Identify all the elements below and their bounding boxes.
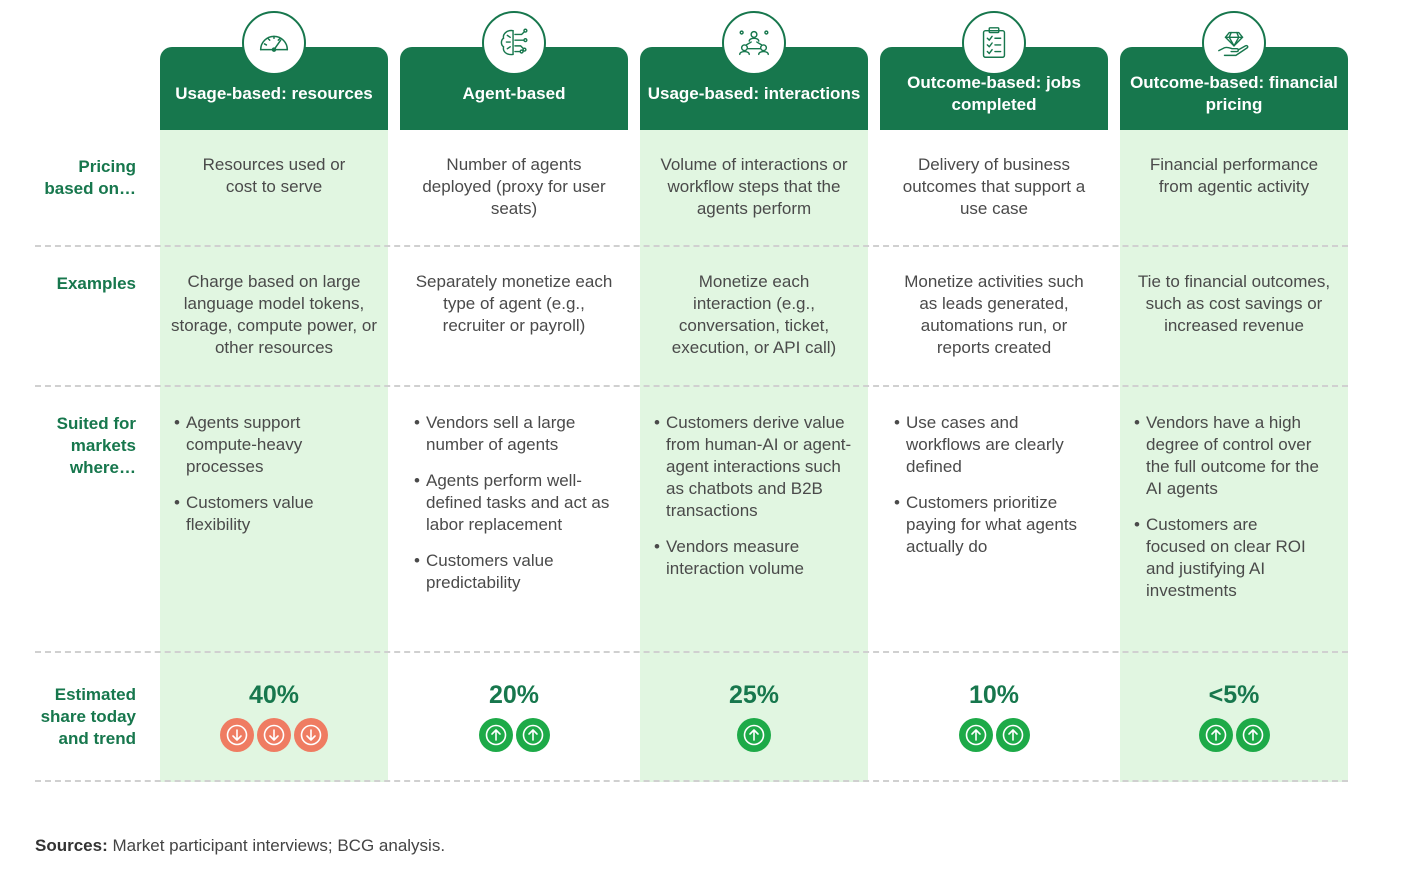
suited-bullet: Use cases and workflows are clearly defi… [894,412,1096,478]
share-value: 20% [488,681,540,709]
people-network-icon [722,11,786,75]
row-label-examples: Examples [56,274,136,293]
pricing-cell: Resources used or cost to serve [202,155,346,196]
row-divider [35,385,1348,387]
trend-indicators [1120,718,1348,752]
pricing-cell: Financial performance from agentic activ… [1149,155,1319,196]
arrow-up-icon [1198,718,1233,752]
trend-indicators [640,718,868,752]
column-title: Usage-based: resources [175,83,373,103]
suited-bullet: Customers value flexibility [174,492,376,536]
examples-cell: Separately monetize each type of agent (… [415,272,613,335]
column-title: Usage-based: interactions [647,83,861,103]
column-title: Outcome-based: financial pricing [1130,72,1338,114]
examples-cell: Monetize each interaction (e.g., convers… [671,272,837,357]
column-title: Outcome-based: jobs completed [907,72,1081,114]
suited-bullet: Vendors measure interaction volume [654,536,856,580]
arrow-down-icon [257,718,291,752]
sources-label: Sources: [35,836,108,855]
examples-cell: Charge based on large language model tok… [170,272,377,357]
examples-cell: Tie to financial outcomes, such as cost … [1137,272,1331,335]
suited-bullet: Customers are focused on clear ROI and j… [1134,514,1336,602]
row-divider [35,245,1348,247]
row-label-suited: Suited for markets where… [56,414,136,477]
trend-indicators [880,718,1108,752]
share-value: 25% [728,681,780,709]
suited-list: Vendors sell a large number of agents Ag… [400,412,628,608]
sources-note: Sources: Market participant interviews; … [35,836,445,856]
suited-list: Vendors have a high degree of control ov… [1120,412,1348,616]
share-value: <5% [1208,681,1260,709]
suited-bullet: Customers prioritize paying for what age… [894,492,1096,558]
row-divider [35,651,1348,653]
arrow-up-icon [478,718,513,752]
suited-list: Agents support compute-heavy processes C… [160,412,388,550]
row-divider [35,780,1348,782]
suited-list: Customers derive value from human-AI or … [640,412,868,594]
share-value: 10% [968,681,1020,709]
pricing-cell: Delivery of business outcomes that suppo… [902,155,1086,218]
share-value: 40% [248,681,300,709]
trend-indicators [160,718,388,752]
suited-bullet: Agents support compute-heavy processes [174,412,376,478]
arrow-up-icon [958,718,993,752]
examples-cell: Monetize activities such as leads genera… [904,272,1084,357]
trend-indicators [400,718,628,752]
diamond-hand-icon [1202,11,1266,75]
suited-bullet: Vendors sell a large number of agents [414,412,616,456]
suited-bullet: Customers value predictability [414,550,616,594]
arrow-up-icon [1235,718,1270,752]
row-label-pricing: Pricing based on… [44,157,136,198]
suited-bullet: Agents perform well-defined tasks and ac… [414,470,616,536]
suited-list: Use cases and workflows are clearly defi… [880,412,1108,572]
column-title: Agent-based [462,83,566,103]
arrow-up-icon [995,718,1030,752]
suited-bullet: Vendors have a high degree of control ov… [1134,412,1336,500]
speedometer-icon [242,11,306,75]
arrow-down-icon [294,718,328,752]
arrow-down-icon [220,718,254,752]
pricing-cell: Volume of interactions or workflow steps… [660,155,848,218]
brain-circuit-icon [482,11,546,75]
suited-bullet: Customers derive value from human-AI or … [654,412,856,522]
arrow-up-icon [515,718,550,752]
row-label-share: Estimated share today and trend [40,685,136,748]
sources-text: Market participant interviews; BCG analy… [112,836,446,855]
arrow-up-icon [737,718,771,752]
clipboard-checklist-icon [962,11,1026,75]
pricing-cell: Number of agents deployed (proxy for use… [422,155,606,218]
